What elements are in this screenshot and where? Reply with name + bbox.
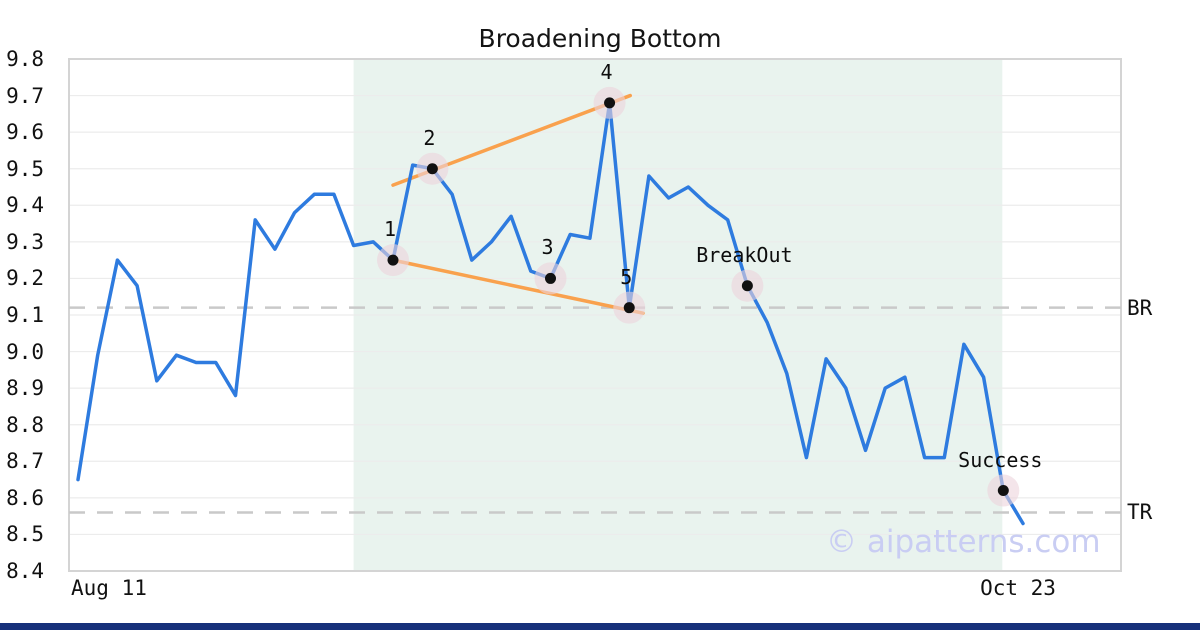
y-axis-tick-9.0: 9.0: [6, 339, 44, 364]
marker-dot-Success: [997, 485, 1009, 497]
footer-brand-bar: [0, 623, 1200, 630]
point-label-2: 2: [423, 125, 436, 150]
breakout-level-label: BR: [1127, 295, 1153, 320]
plot-frame: [68, 58, 1122, 572]
y-axis-tick-9.2: 9.2: [6, 266, 44, 291]
y-axis-tick-8.4: 8.4: [6, 559, 44, 583]
y-axis-tick-9.3: 9.3: [6, 229, 44, 254]
point-label-1: 1: [383, 217, 397, 242]
target-level-label: TR: [1127, 500, 1153, 525]
point-label-3: 3: [541, 235, 554, 260]
point-label-Success: Success: [958, 447, 1043, 472]
y-axis-tick-8.5: 8.5: [6, 522, 44, 547]
y-axis-tick-9.6: 9.6: [6, 120, 44, 145]
point-label-BreakOut: BreakOut: [696, 242, 793, 267]
marker-dot-3: [545, 272, 556, 284]
y-axis-tick-8.7: 8.7: [6, 449, 44, 474]
x-axis-tick-end: Oct 23: [980, 576, 1056, 600]
y-axis-tick-9.7: 9.7: [6, 83, 44, 108]
point-label-5: 5: [620, 264, 633, 289]
chart-title: Broadening Bottom: [478, 24, 722, 53]
y-axis-tick-8.6: 8.6: [6, 485, 44, 510]
x-axis-tick-start: Aug 11: [71, 576, 147, 600]
y-axis-tick-9.5: 9.5: [6, 156, 44, 181]
y-axis-tick-9.4: 9.4: [6, 193, 44, 218]
y-axis-tick-9.1: 9.1: [6, 303, 44, 327]
marker-dot-4: [604, 97, 616, 109]
point-label-4: 4: [600, 59, 613, 84]
y-axis-tick-9.8: 9.8: [6, 47, 44, 71]
marker-dot-5: [623, 302, 635, 314]
watermark: © aipatterns.com: [826, 524, 1101, 560]
marker-dot-1: [387, 254, 399, 266]
marker-dot-2: [426, 163, 438, 175]
marker-dot-BreakOut: [741, 280, 753, 292]
lower-broadening-line: [391, 258, 645, 315]
y-axis-tick-8.8: 8.8: [6, 412, 44, 437]
y-axis-tick-8.9: 8.9: [6, 376, 44, 401]
